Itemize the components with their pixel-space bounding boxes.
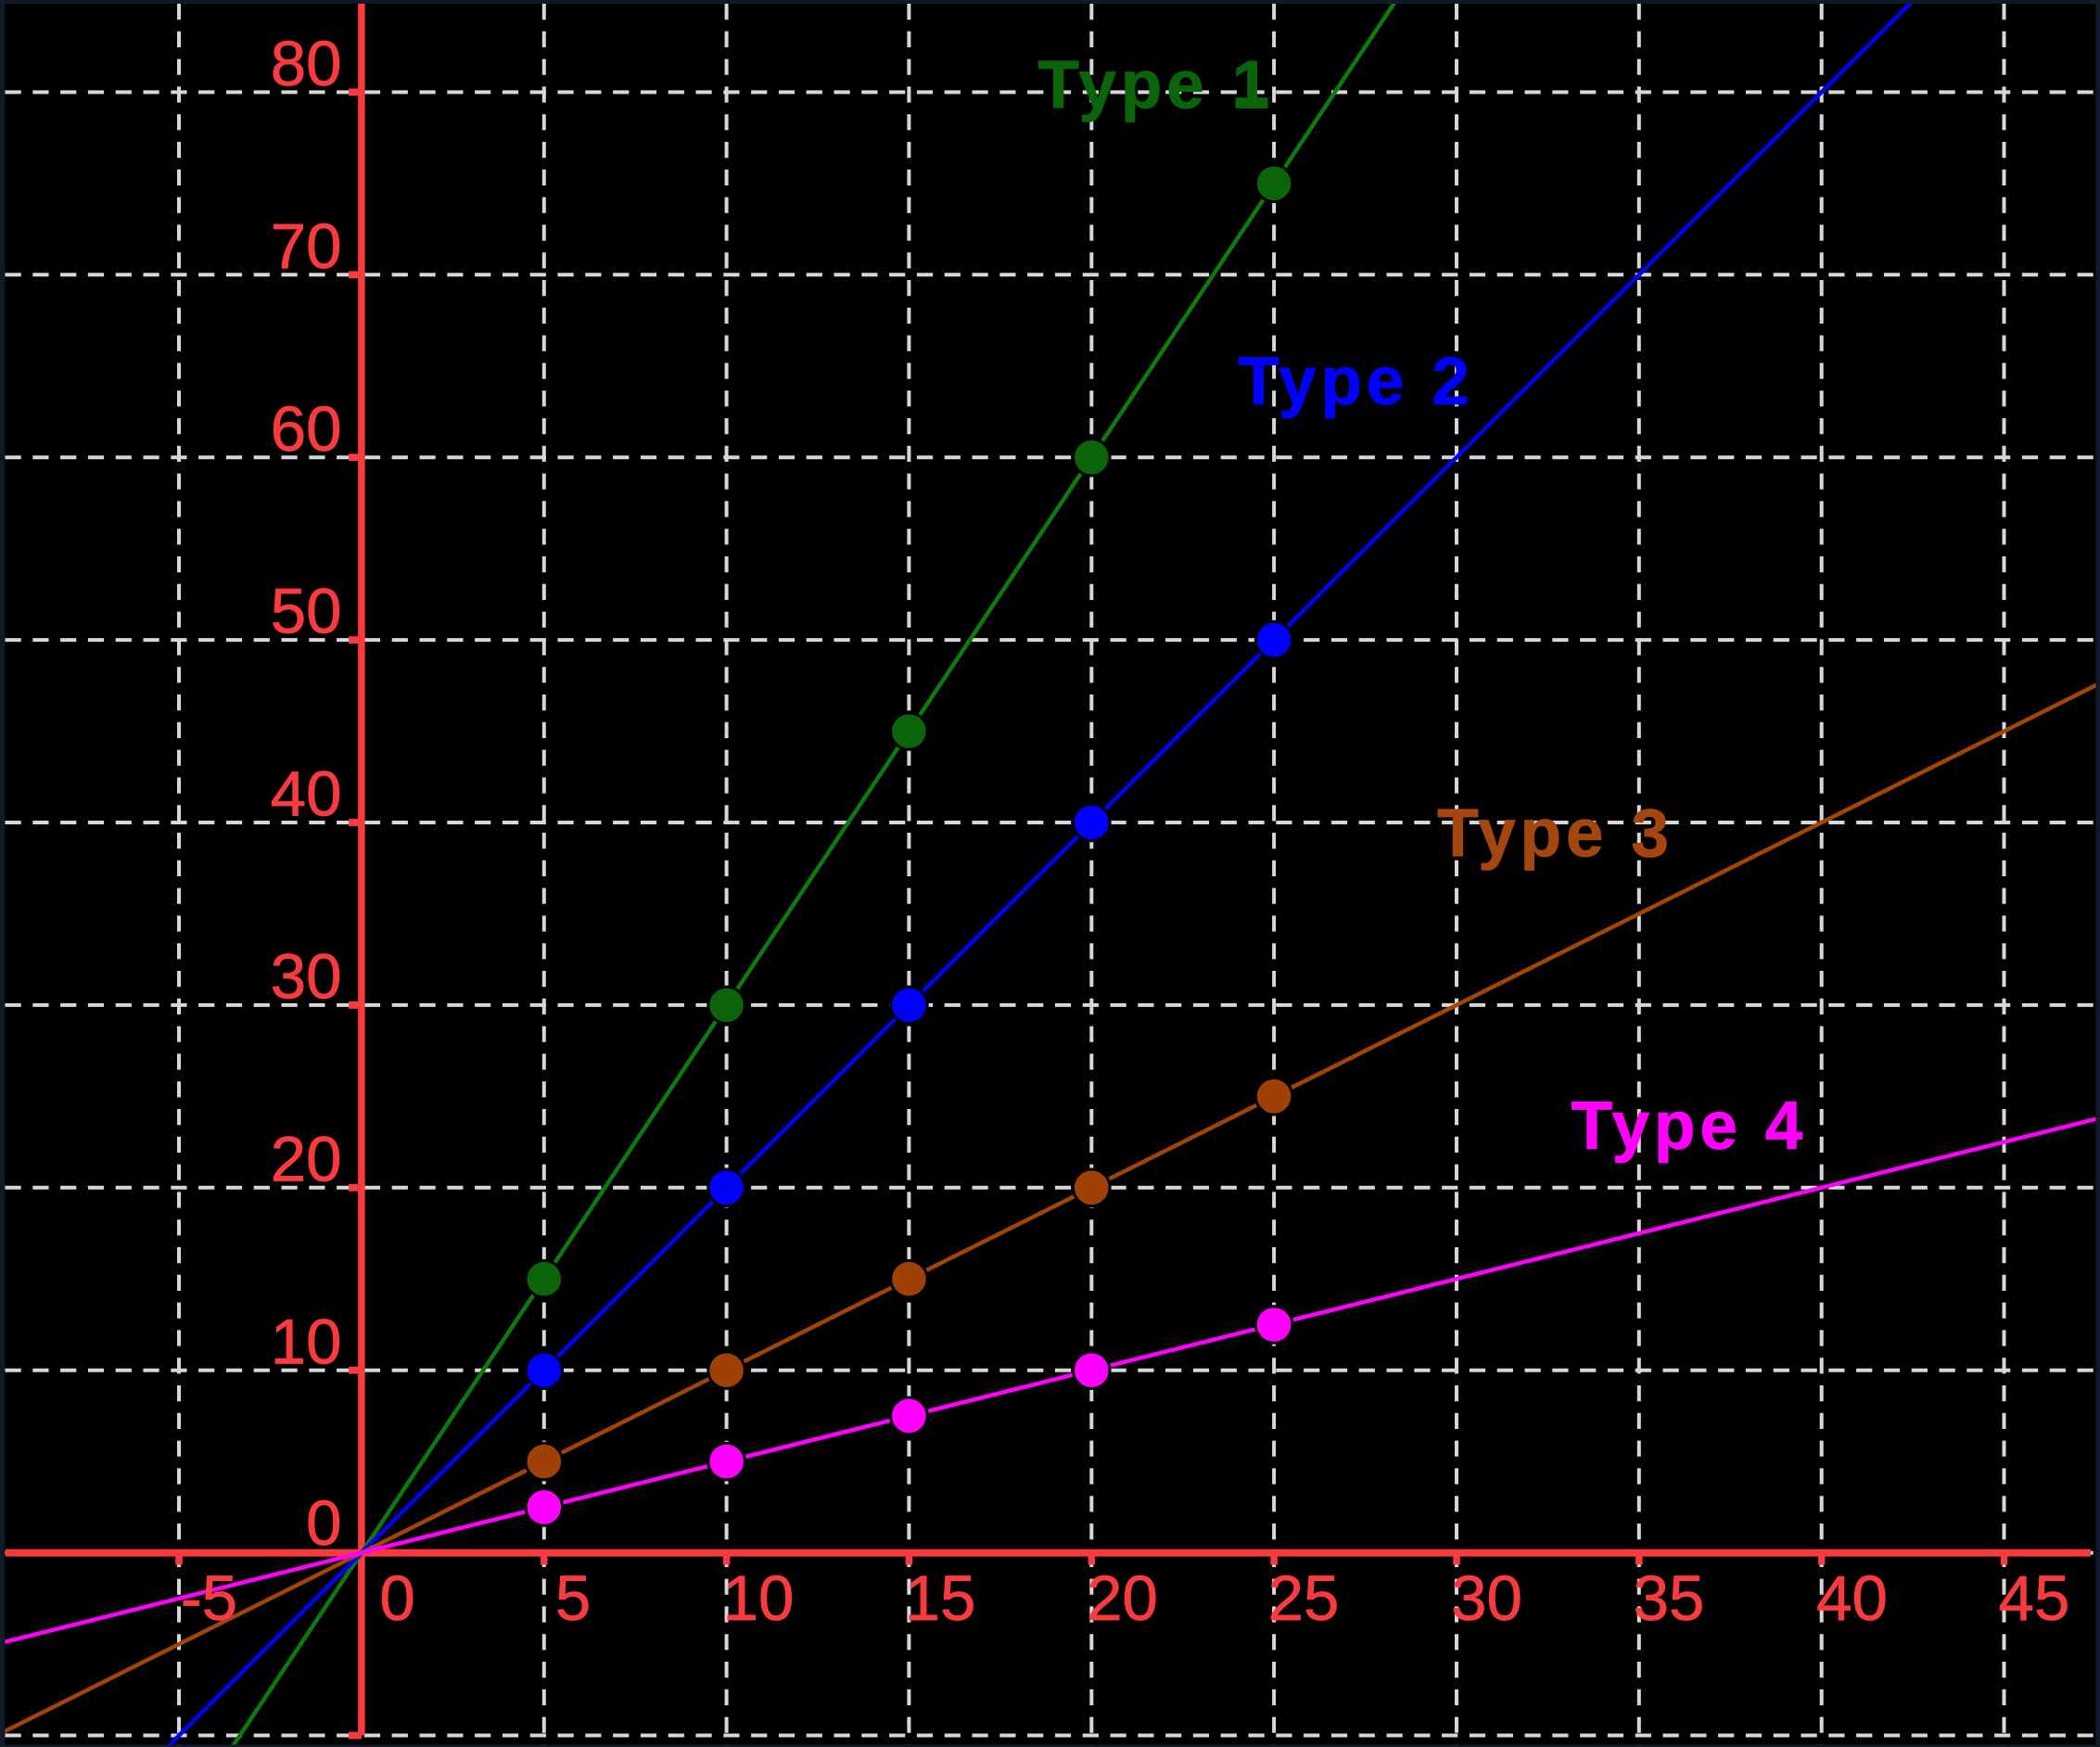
svg-text:40: 40 [271, 759, 342, 830]
svg-text:35: 35 [1634, 1562, 1705, 1634]
svg-text:45: 45 [1999, 1562, 2070, 1634]
svg-text:Type 2: Type 2 [1238, 344, 1474, 419]
svg-text:Type 3: Type 3 [1437, 796, 1674, 871]
svg-text:0: 0 [379, 1562, 414, 1634]
svg-text:10: 10 [271, 1306, 342, 1377]
svg-text:-5: -5 [181, 1562, 237, 1634]
svg-text:80: 80 [271, 28, 342, 99]
svg-text:5: 5 [555, 1562, 591, 1634]
svg-text:Type 1: Type 1 [1037, 48, 1274, 123]
svg-text:0: 0 [306, 1487, 341, 1559]
svg-text:50: 50 [271, 576, 342, 647]
svg-text:10: 10 [723, 1562, 795, 1634]
svg-text:20: 20 [271, 1123, 342, 1194]
svg-text:60: 60 [271, 393, 342, 465]
svg-text:30: 30 [271, 941, 342, 1013]
svg-text:25: 25 [1268, 1562, 1340, 1634]
svg-text:Type 4: Type 4 [1572, 1089, 1808, 1164]
svg-text:70: 70 [271, 210, 342, 282]
svg-text:30: 30 [1451, 1562, 1522, 1634]
svg-text:40: 40 [1816, 1562, 1888, 1634]
svg-text:20: 20 [1087, 1562, 1158, 1634]
svg-text:15: 15 [905, 1562, 976, 1634]
